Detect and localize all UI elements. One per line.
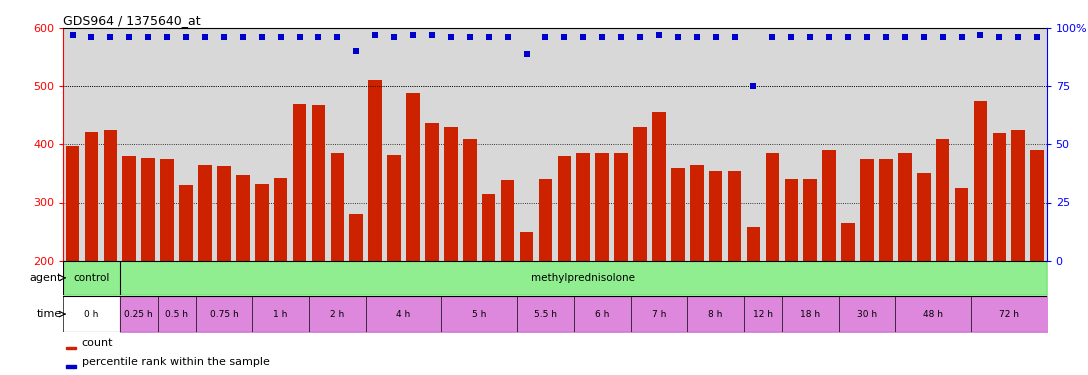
Text: agent: agent [29,273,62,283]
Bar [65,146,79,261]
Text: percentile rank within the sample: percentile rank within the sample [82,357,270,367]
Text: count: count [82,339,113,348]
Bar [595,153,609,261]
Bar [974,101,987,261]
Bar [218,166,231,261]
Text: 5 h: 5 h [472,310,486,319]
Bar [406,93,420,261]
Text: GDS964 / 1375640_at: GDS964 / 1375640_at [63,14,200,27]
Bar [728,171,741,261]
Bar [861,159,874,261]
Bar [633,127,646,261]
Bar [615,153,628,261]
Bar [746,227,761,261]
Bar [936,138,950,261]
Bar [1030,150,1044,261]
Text: 4 h: 4 h [396,310,410,319]
Text: 2 h: 2 h [331,310,345,319]
Text: 48 h: 48 h [924,310,943,319]
Bar [255,184,269,261]
Bar [180,185,193,261]
Text: 0 h: 0 h [84,310,99,319]
Text: 1 h: 1 h [273,310,288,319]
Bar [387,155,400,261]
Bar [85,132,98,261]
Bar [444,127,458,261]
Bar [1012,130,1025,261]
Bar [123,156,136,261]
Bar [671,168,684,261]
Bar [577,153,590,261]
Bar [520,231,533,261]
Text: 0.75 h: 0.75 h [210,310,238,319]
Bar [539,179,553,261]
Bar [198,165,212,261]
Bar [236,175,249,261]
Text: control: control [73,273,110,283]
Bar [482,194,495,261]
Text: 8 h: 8 h [708,310,722,319]
Bar [709,171,722,261]
Bar [425,123,438,261]
Bar [66,347,76,349]
Bar [293,104,307,261]
Text: 5.5 h: 5.5 h [534,310,557,319]
Bar [369,81,382,261]
Text: 30 h: 30 h [857,310,877,319]
Bar [103,130,118,261]
Bar [992,133,1006,261]
Bar [803,179,817,261]
Bar [879,159,892,261]
Bar [898,153,912,261]
Bar [652,112,666,261]
Text: methylprednisolone: methylprednisolone [531,273,635,283]
Bar [557,156,571,261]
Bar [311,105,325,261]
Bar [784,179,799,261]
Bar [917,173,930,261]
Text: 7 h: 7 h [652,310,666,319]
Text: 72 h: 72 h [999,310,1018,319]
Bar [463,138,477,261]
Bar [955,188,968,261]
Text: 0.5 h: 0.5 h [165,310,188,319]
Text: 0.25 h: 0.25 h [124,310,153,319]
Bar [274,177,287,261]
Bar [823,150,836,261]
Bar [841,223,855,261]
Bar [160,159,174,261]
Bar [500,180,515,261]
Bar [349,214,363,261]
Bar [141,158,154,261]
Bar [690,165,704,261]
Text: 12 h: 12 h [753,310,772,319]
Text: time: time [37,309,62,319]
Text: 18 h: 18 h [800,310,820,319]
Bar [331,153,344,261]
Bar [766,153,779,261]
Bar [66,366,76,368]
Text: 6 h: 6 h [595,310,609,319]
